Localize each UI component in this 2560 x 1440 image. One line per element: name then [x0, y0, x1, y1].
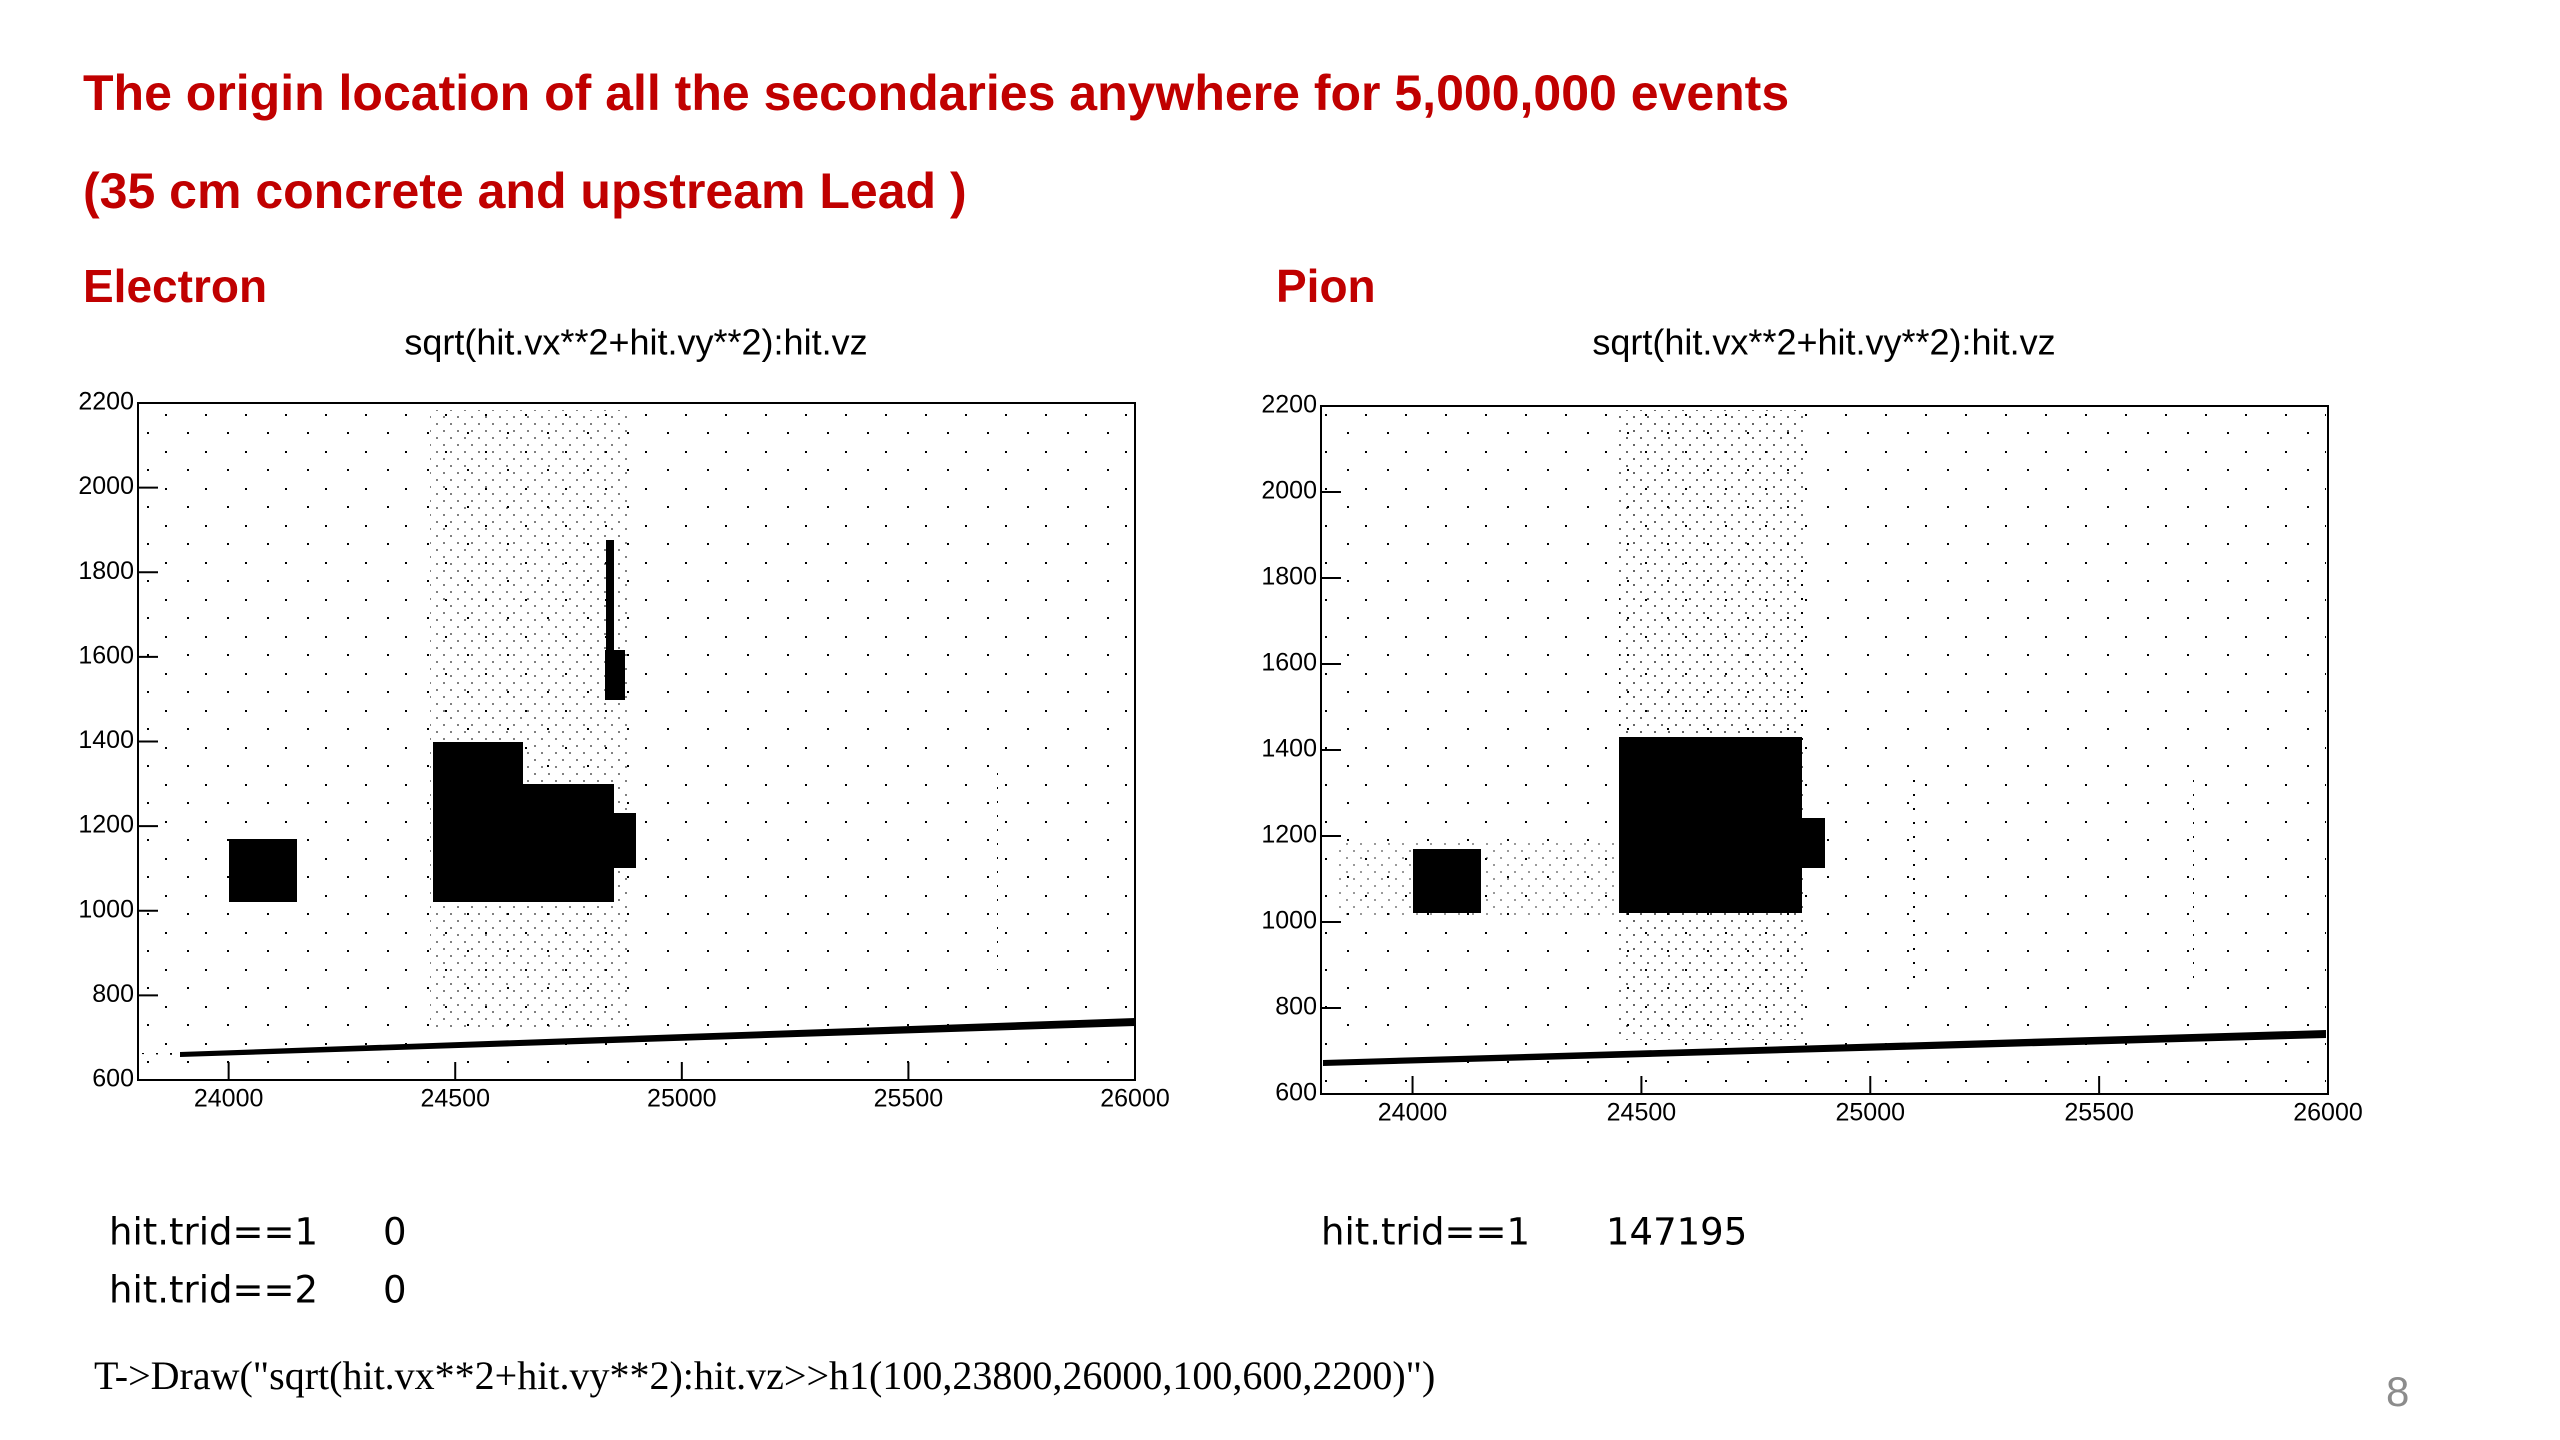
y-tick-label: 1000: [78, 895, 134, 923]
y-tick-label: 1400: [1261, 735, 1317, 763]
count-label: hit.trid==1: [109, 1211, 318, 1254]
y-tick-label: 2200: [1261, 391, 1317, 419]
x-tick-label: 25500: [2064, 1099, 2134, 1127]
x-tick-label: 24000: [194, 1085, 264, 1113]
y-tick-label: 1400: [78, 726, 134, 754]
x-tick-label: 25000: [647, 1085, 717, 1113]
y-tick-label: 2000: [1261, 477, 1317, 505]
x-tick-label: 24000: [1378, 1099, 1448, 1127]
y-tick-label: 600: [1275, 1079, 1317, 1107]
y-tick-label: 1800: [1261, 563, 1317, 591]
x-tick-label: 25500: [874, 1085, 944, 1113]
x-tick-label: 25000: [1836, 1099, 1906, 1127]
x-tick-label: 24500: [420, 1085, 490, 1113]
y-tick-label: 1600: [78, 641, 134, 669]
y-tick-label: 800: [1275, 993, 1317, 1021]
scatter-density: [1323, 408, 2326, 1092]
y-tick-label: 2000: [78, 472, 134, 500]
page-number: 8: [2386, 1368, 2409, 1415]
count-label: hit.trid==2: [109, 1269, 318, 1312]
y-tick-label: 2200: [78, 388, 134, 416]
plot-title: sqrt(hit.vx**2+hit.vy**2):hit.vz: [1592, 322, 2055, 363]
y-tick-label: 600: [92, 1065, 134, 1093]
chart-label: Pion: [1276, 260, 1376, 312]
x-tick-label: 26000: [1100, 1085, 1170, 1113]
count-value: 147195: [1606, 1211, 1747, 1254]
count-value: 0: [383, 1269, 407, 1312]
y-tick-label: 1600: [1261, 649, 1317, 677]
count-label: hit.trid==1: [1321, 1211, 1530, 1254]
y-tick-label: 1800: [78, 557, 134, 585]
scatter-density: [140, 405, 1135, 1078]
y-tick-label: 800: [92, 980, 134, 1008]
slide-title: The origin location of all the secondari…: [83, 65, 1789, 121]
y-tick-label: 1000: [1261, 907, 1317, 935]
plot-title: sqrt(hit.vx**2+hit.vy**2):hit.vz: [404, 322, 867, 363]
y-tick-label: 1200: [1261, 821, 1317, 849]
command-text: T->Draw("sqrt(hit.vx**2+hit.vy**2):hit.v…: [94, 1353, 1435, 1398]
count-value: 0: [383, 1211, 407, 1254]
chart-label: Electron: [83, 260, 267, 312]
x-tick-label: 24500: [1607, 1099, 1677, 1127]
slide-subtitle: (35 cm concrete and upstream Lead ): [83, 163, 967, 219]
x-tick-label: 26000: [2293, 1099, 2363, 1127]
y-tick-label: 1200: [78, 811, 134, 839]
